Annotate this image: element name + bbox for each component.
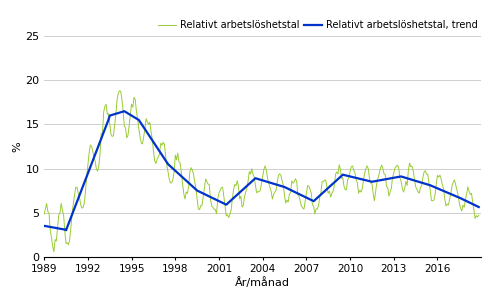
Relativt arbetslöshetstal bbox=[348, 165, 354, 169]
Relativt arbetslöshetstal, trend bbox=[476, 205, 482, 209]
Relativt arbetslöshetstal bbox=[407, 161, 412, 165]
Relativt arbetslöshetstal, trend bbox=[121, 109, 127, 113]
Relativt arbetslöshetstal, trend bbox=[407, 177, 412, 181]
Relativt arbetslöshetstal, trend bbox=[394, 175, 400, 179]
Relativt arbetslöshetstal bbox=[116, 89, 122, 93]
Relativt arbetslöshetstal, trend bbox=[348, 175, 354, 178]
Relativt arbetslöshetstal bbox=[394, 163, 400, 167]
Relativt arbetslöshetstal bbox=[476, 214, 482, 217]
Relativt arbetslöshetstal, trend bbox=[358, 177, 364, 181]
Relativt arbetslöshetstal bbox=[101, 110, 107, 114]
Relativt arbetslöshetstal bbox=[358, 190, 364, 194]
Relativt arbetslöshetstal, trend bbox=[101, 130, 107, 134]
Y-axis label: %: % bbox=[12, 141, 23, 152]
X-axis label: År/månad: År/månad bbox=[235, 277, 290, 288]
Line: Relativt arbetslöshetstal: Relativt arbetslöshetstal bbox=[44, 91, 479, 252]
Relativt arbetslöshetstal bbox=[295, 194, 301, 197]
Relativt arbetslöshetstal bbox=[51, 250, 57, 254]
Relativt arbetslöshetstal, trend bbox=[41, 224, 47, 228]
Relativt arbetslöshetstal, trend bbox=[295, 192, 301, 195]
Relativt arbetslöshetstal, trend bbox=[63, 228, 69, 232]
Line: Relativt arbetslöshetstal, trend: Relativt arbetslöshetstal, trend bbox=[44, 111, 479, 230]
Legend: Relativt arbetslöshetstal, Relativt arbetslöshetstal, trend: Relativt arbetslöshetstal, Relativt arbe… bbox=[155, 16, 481, 34]
Relativt arbetslöshetstal bbox=[41, 212, 47, 216]
